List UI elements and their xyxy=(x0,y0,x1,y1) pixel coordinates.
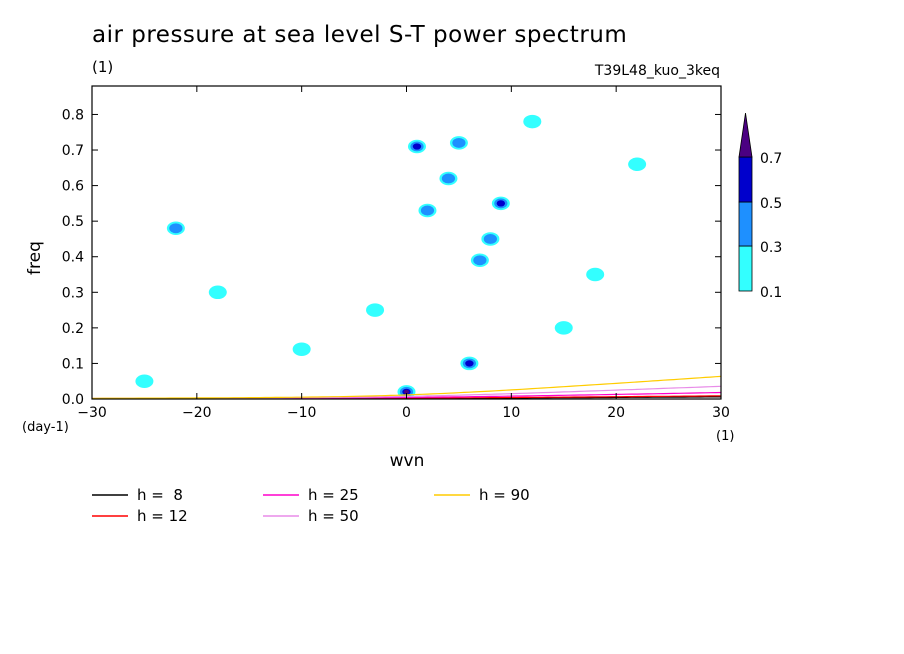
y-axis-label: freq xyxy=(25,241,45,275)
x-tick-label: 30 xyxy=(712,405,730,421)
colorbar-segment xyxy=(738,245,753,292)
colorbar-segment xyxy=(738,156,753,203)
y-tick-label: 0.5 xyxy=(62,214,84,230)
y-tick-label: 0.6 xyxy=(62,179,84,195)
contour-patch xyxy=(496,200,506,207)
legend-label: h = 8 xyxy=(137,486,183,504)
contour-patch xyxy=(441,173,456,184)
y-tick-label: 0.4 xyxy=(62,250,84,266)
x-tick-label: −20 xyxy=(182,405,212,421)
contour-patch xyxy=(412,143,422,150)
legend-label: h = 25 xyxy=(308,486,359,504)
contour-patch xyxy=(483,233,497,244)
x-tick-label: 20 xyxy=(607,405,625,421)
contour-patch xyxy=(169,223,183,234)
y-tick-label: 0.0 xyxy=(62,392,84,408)
chart-subtitle: (1) xyxy=(92,58,114,76)
contour-patch xyxy=(452,137,466,148)
contour-patch xyxy=(135,374,154,388)
y-tick-label: 0.1 xyxy=(62,356,84,372)
contour-patch xyxy=(420,205,435,216)
x-tick-label: 0 xyxy=(402,405,411,421)
y-unit-label: (day-1) xyxy=(22,420,69,435)
contour-patch xyxy=(292,342,311,356)
colorbar-label: 0.3 xyxy=(760,240,782,256)
y-tick-label: 0.7 xyxy=(62,143,84,159)
contour-patch xyxy=(208,285,227,300)
colorbar-label: 0.7 xyxy=(760,151,782,167)
y-tick-label: 0.3 xyxy=(62,285,84,301)
axes: −30 −20 −10 0 10 20 30 0.0 0.1 0.2 0.3 0.4 0.5 0.6 0.7… xyxy=(62,86,730,421)
contour-patches xyxy=(135,114,647,399)
x-unit-label: (1) xyxy=(716,429,734,444)
colorbar-label: 0.5 xyxy=(760,196,782,212)
x-tick-label: 10 xyxy=(502,405,520,421)
contour-patch xyxy=(586,267,605,282)
contour-patch xyxy=(465,360,474,367)
x-axis-label: wvn xyxy=(390,451,425,471)
contour-patch xyxy=(628,157,647,171)
colorbar-segment xyxy=(738,201,753,247)
x-tick-label: −30 xyxy=(77,405,107,421)
chart-title: air pressure at sea level S-T power spec… xyxy=(92,22,628,48)
run-id-label: T39L48_kuo_3keq xyxy=(594,63,720,79)
contour-patch xyxy=(366,303,385,317)
y-tick-label: 0.2 xyxy=(62,321,84,337)
y-tick-label: 0.8 xyxy=(62,107,84,123)
legend-label: h = 90 xyxy=(479,486,530,504)
legend-label: h = 50 xyxy=(308,507,359,525)
contour-patch xyxy=(523,114,542,129)
legend-label: h = 12 xyxy=(137,507,188,525)
contour-patch xyxy=(404,389,409,394)
colorbar-label: 0.1 xyxy=(760,285,782,301)
x-tick-label: −10 xyxy=(287,405,317,421)
plot-frame xyxy=(91,85,722,400)
contour-patch xyxy=(473,255,487,266)
colorbar-top-arrow xyxy=(738,112,753,158)
colorbar: 0.1 0.3 0.5 0.7 xyxy=(738,112,782,301)
legend: h = 8 h = 12 h = 25 h = 50 h = 90 xyxy=(92,486,530,525)
contour-patch xyxy=(554,321,573,335)
